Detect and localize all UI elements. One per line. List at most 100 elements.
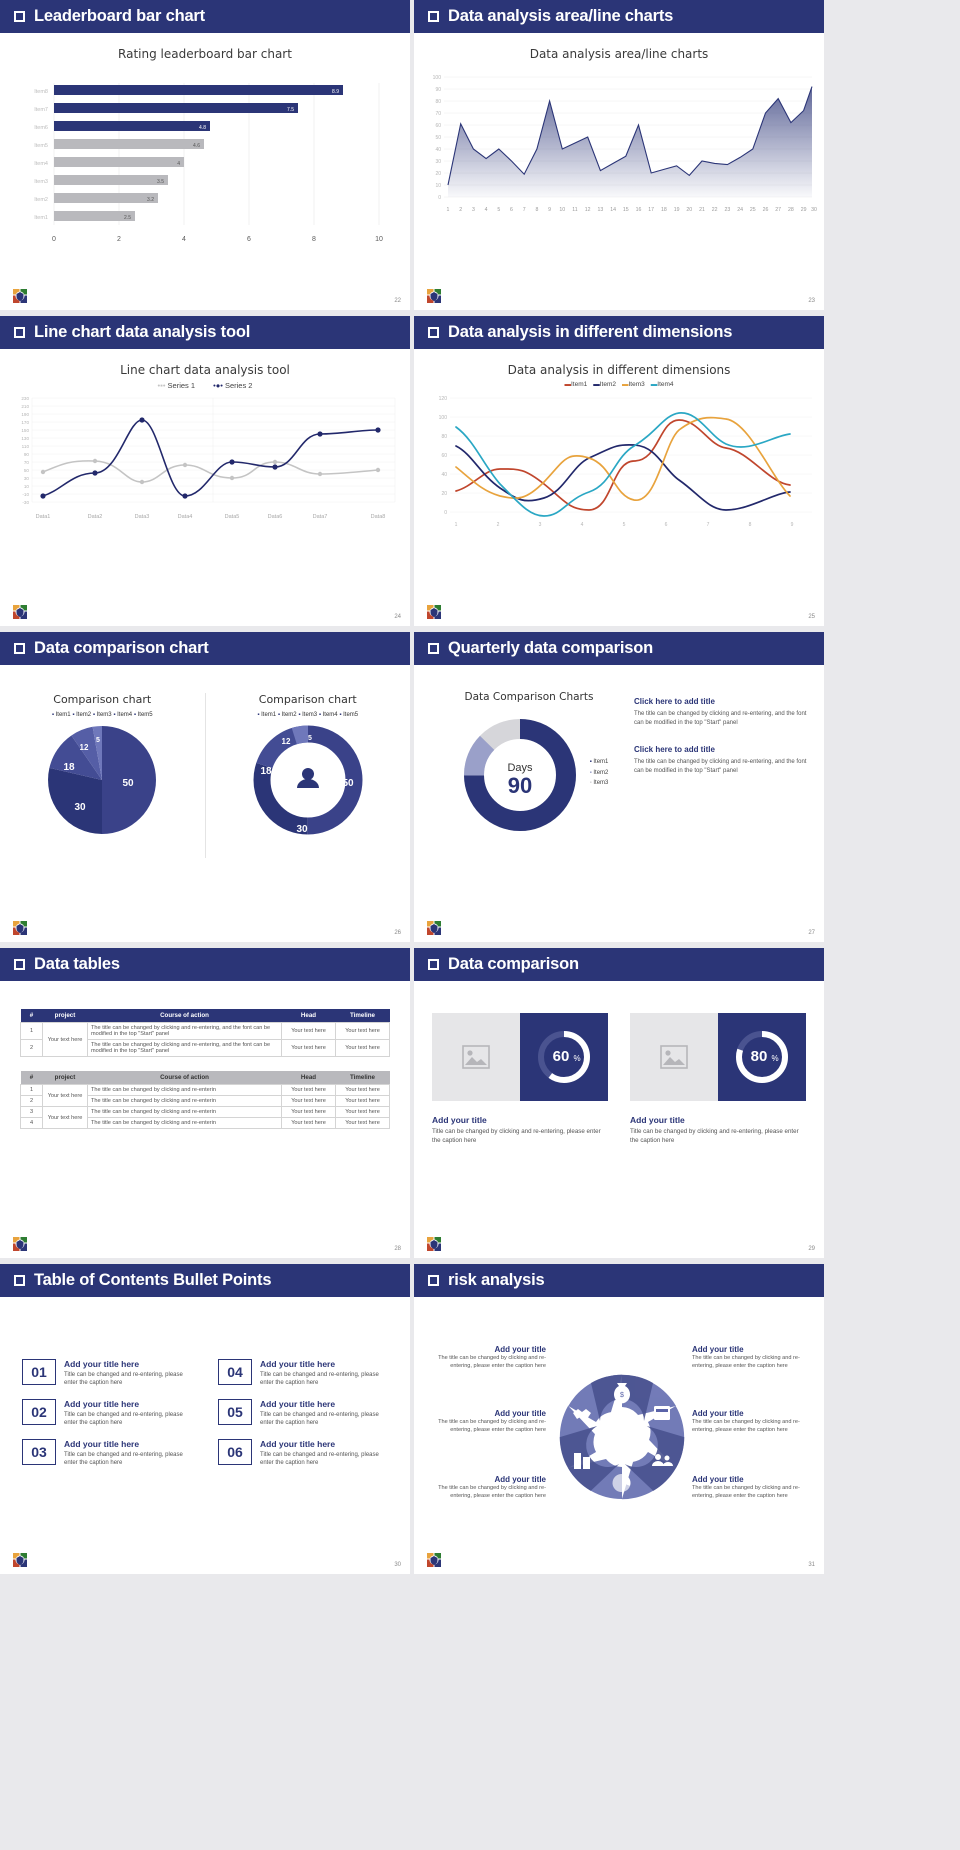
svg-text:9: 9 [548, 207, 551, 213]
legend-marker-icon: ▪ [92, 712, 95, 718]
col-header-timeline: Timeline [335, 1009, 390, 1023]
toc-item-01[interactable]: 01 Add your title here Title can be chan… [22, 1359, 192, 1387]
svg-text:80: 80 [435, 99, 441, 105]
svg-text:Item4: Item4 [34, 161, 48, 167]
legend-item: ▪ Item1 [51, 712, 71, 718]
image-placeholder[interactable] [630, 1013, 718, 1101]
cell-head: Your text here [281, 1117, 336, 1129]
svg-text:70: 70 [435, 111, 441, 117]
gauge-unit: % [573, 1054, 580, 1063]
checkbox-square-icon [14, 11, 25, 22]
slide-body: 01 Add your title here Title can be chan… [0, 1297, 410, 1574]
cell-head: Your text here [281, 1095, 336, 1107]
svg-text:60: 60 [441, 453, 447, 459]
toc-text: Title can be changed and re-entering, pl… [260, 1372, 379, 1387]
slide-title: Data tables [34, 955, 120, 973]
svg-text:18: 18 [661, 207, 667, 213]
slide-data-analysis-area-line-charts: Data analysis area/line charts Data anal… [414, 0, 824, 310]
toc-item-03[interactable]: 03 Add your title here Title can be chan… [22, 1439, 192, 1467]
risk-item-1: Add your title The title can be changed … [424, 1345, 546, 1370]
toc-text: Title can be changed and re-entering, pl… [260, 1452, 379, 1467]
svg-text:12: 12 [281, 737, 290, 746]
svg-text:20: 20 [686, 207, 692, 213]
legend-marker-icon: ▬ [622, 381, 629, 388]
block-title: Click here to add title [634, 745, 715, 755]
cell-index: 3 [20, 1106, 43, 1118]
slide-header: Data analysis in different dimensions [414, 316, 824, 349]
legend-marker-icon: ▪ [318, 712, 321, 718]
legend-label: Item3 [593, 780, 609, 787]
svg-text:0: 0 [444, 510, 447, 516]
page-number: 23 [808, 298, 815, 304]
svg-text:27: 27 [775, 207, 781, 213]
donut-block: Data Comparison Charts Days 90 [424, 691, 634, 843]
cell-project: Your text here [42, 1022, 88, 1057]
toc-item-04[interactable]: 04 Add your title here Title can be chan… [218, 1359, 388, 1387]
slide-body: # project Course of action Head Timeline… [0, 981, 410, 1258]
cell-head: Your text here [281, 1039, 336, 1057]
toc-item-05[interactable]: 05 Add your title here Title can be chan… [218, 1399, 388, 1427]
toc-text: Title can be changed and re-entering, pl… [64, 1412, 183, 1427]
item-text: The title can be changed by clicking and… [438, 1485, 546, 1500]
item-text: The title can be changed by clicking and… [692, 1355, 800, 1370]
item-title: Add your title [494, 1345, 546, 1354]
svg-text:20: 20 [435, 171, 441, 177]
svg-text:100: 100 [439, 415, 448, 421]
svg-text:2: 2 [497, 522, 500, 528]
comparison-card-2: 80 % Add your title Title can be changed… [630, 1013, 806, 1145]
cell-timeline: Your text here [335, 1106, 390, 1118]
toc-column-left: 01 Add your title here Title can be chan… [22, 1359, 192, 1480]
svg-text:6: 6 [510, 207, 513, 213]
gauge-value: 60 [553, 1048, 570, 1065]
legend-item-item2: ▬Item2 [593, 381, 616, 388]
svg-text:Item1: Item1 [34, 215, 48, 221]
svg-text:6: 6 [665, 522, 668, 528]
slide-body: $ [414, 1297, 824, 1574]
svg-text:Data2: Data2 [88, 514, 103, 520]
item-text: The title can be changed by clicking and… [692, 1419, 800, 1434]
checkbox-square-icon [428, 327, 439, 338]
legend-item: ▪ Item3 [590, 778, 609, 789]
table-row: 2 The title can be changed by clicking a… [20, 1039, 390, 1057]
gauge-block: 80 % [718, 1013, 806, 1101]
toc-item-06[interactable]: 06 Add your title here Title can be chan… [218, 1439, 388, 1467]
svg-text:20: 20 [441, 491, 447, 497]
svg-text:50: 50 [24, 468, 30, 473]
svg-text:1: 1 [455, 522, 458, 528]
svg-text:Data4: Data4 [178, 514, 193, 520]
block-text: The title can be changed by clicking and… [634, 759, 807, 775]
checkbox-square-icon [428, 11, 439, 22]
risk-item-4: Add your title The title can be changed … [692, 1345, 814, 1370]
slide-header: Line chart data analysis tool [0, 316, 410, 349]
table-row: 1 Your text here The title can be change… [20, 1084, 390, 1107]
bar-chart: Item8 Item7 Item6 Item5 Item4 Item3 Item… [34, 83, 383, 243]
col-header-project: project [42, 1071, 88, 1085]
company-logo-icon [427, 605, 441, 619]
slide-header: Data comparison chart [0, 632, 410, 665]
toc-text: Title can be changed and re-entering, pl… [64, 1372, 183, 1387]
cell-timeline: Your text here [335, 1022, 390, 1040]
svg-text:19: 19 [674, 207, 680, 213]
legend-label: Item2 [599, 381, 616, 388]
svg-text:-30: -30 [22, 500, 29, 505]
image-placeholder[interactable] [432, 1013, 520, 1101]
svg-text:30: 30 [435, 159, 441, 165]
svg-text:22: 22 [712, 207, 718, 213]
toc-title: Add your title here [64, 1359, 140, 1369]
svg-text:17: 17 [648, 207, 654, 213]
svg-text:7: 7 [523, 207, 526, 213]
cell-timeline: Your text here [335, 1039, 390, 1057]
slide-data-analysis-different-dimensions: Data analysis in different dimensions Da… [414, 316, 824, 626]
page-number: 24 [394, 614, 401, 620]
toc-item-02[interactable]: 02 Add your title here Title can be chan… [22, 1399, 192, 1427]
toc-title: Add your title here [260, 1399, 336, 1410]
item-title: Add your title [692, 1475, 744, 1484]
checkbox-square-icon [14, 643, 25, 654]
svg-text:Data7: Data7 [313, 514, 328, 520]
table-row: 1 Your text here The title can be change… [20, 1022, 390, 1057]
legend-item: ▪ Item2 [72, 712, 92, 718]
svg-text:28: 28 [788, 207, 794, 213]
gauge-unit: % [771, 1054, 778, 1063]
svg-text:60: 60 [435, 123, 441, 129]
svg-text:30: 30 [24, 476, 30, 481]
